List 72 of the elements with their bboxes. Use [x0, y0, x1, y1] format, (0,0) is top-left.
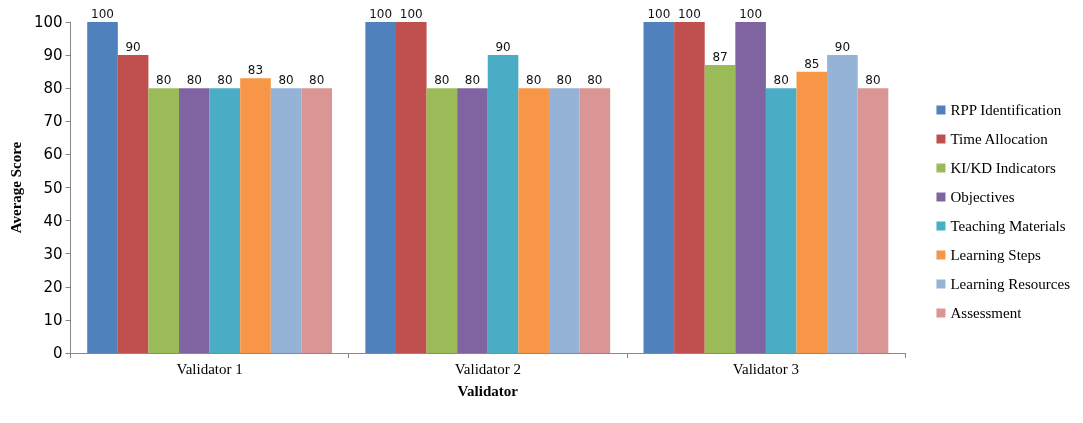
bar	[117, 55, 149, 353]
data-label: 100	[739, 7, 763, 21]
bar	[674, 22, 705, 353]
data-label: 80	[434, 73, 450, 88]
y-tick-label: 10	[43, 310, 63, 329]
bar	[704, 65, 736, 353]
y-tick-label: 30	[43, 244, 63, 263]
bar	[457, 88, 488, 353]
data-label: 90	[834, 40, 851, 55]
data-label: 80	[309, 73, 325, 88]
data-label: 83	[247, 63, 264, 78]
x-tick-label: Validator 2	[454, 360, 521, 377]
data-label: 90	[125, 40, 141, 55]
x-axis-title: Validator	[457, 382, 519, 399]
bar	[179, 88, 210, 353]
bar	[735, 22, 766, 353]
bar	[827, 55, 858, 353]
y-tick-label: 100	[33, 13, 63, 31]
y-axis-title: Average Score	[7, 141, 24, 234]
x-tick-label: Validator 1	[176, 360, 243, 377]
bar	[765, 88, 797, 353]
data-label: 90	[495, 40, 511, 55]
legend-label: Learning Resources	[950, 276, 1071, 292]
y-tick-label: 80	[43, 79, 63, 98]
data-label: 85	[804, 56, 820, 71]
y-tick-label: 50	[43, 178, 63, 197]
bar	[643, 22, 675, 353]
y-tick-label: 60	[43, 145, 63, 164]
data-label: 80	[587, 73, 603, 88]
legend-label: Assessment	[950, 305, 1023, 321]
bar	[548, 88, 580, 353]
data-label: 100	[677, 7, 701, 21]
bar	[857, 88, 889, 353]
legend-label: Objectives	[950, 189, 1015, 205]
bar	[209, 88, 241, 353]
data-label: 80	[464, 73, 481, 88]
y-tick-label: 0	[52, 344, 63, 362]
y-tick-label: 40	[43, 211, 63, 230]
y-tick-label: 20	[43, 277, 63, 296]
x-tick-label: Validator 3	[732, 360, 800, 377]
data-label: 80	[186, 73, 202, 88]
legend-label: Teaching Materials	[950, 218, 1066, 234]
bar	[796, 71, 828, 353]
bar	[518, 88, 549, 353]
legend-label: Time Allocation	[950, 131, 1049, 147]
data-label: 100	[399, 7, 423, 21]
data-label: 80	[526, 73, 542, 88]
bar	[487, 55, 519, 353]
bar	[87, 22, 118, 353]
bar	[579, 88, 611, 353]
bar	[395, 22, 427, 353]
data-label: 80	[278, 73, 294, 88]
legend-label: Learning Steps	[950, 247, 1042, 263]
data-label: 80	[156, 73, 172, 88]
bar	[426, 88, 458, 353]
data-label: 80	[865, 73, 881, 88]
data-label: 100	[91, 7, 114, 21]
bar	[148, 88, 180, 353]
data-label: 80	[217, 73, 233, 88]
bar	[240, 78, 271, 353]
data-label: 87	[712, 50, 728, 65]
bar	[270, 88, 302, 353]
legend-label: RPP Identification	[950, 102, 1062, 118]
y-tick-label: 70	[43, 112, 63, 131]
data-label: 80	[773, 73, 789, 88]
legend-label: KI/KD Indicators	[950, 160, 1057, 176]
bar	[365, 22, 396, 353]
data-label: 80	[556, 73, 572, 88]
bar	[301, 88, 332, 353]
data-label: 100	[369, 7, 393, 21]
data-label: 100	[647, 7, 671, 21]
y-tick-label: 90	[43, 46, 63, 65]
